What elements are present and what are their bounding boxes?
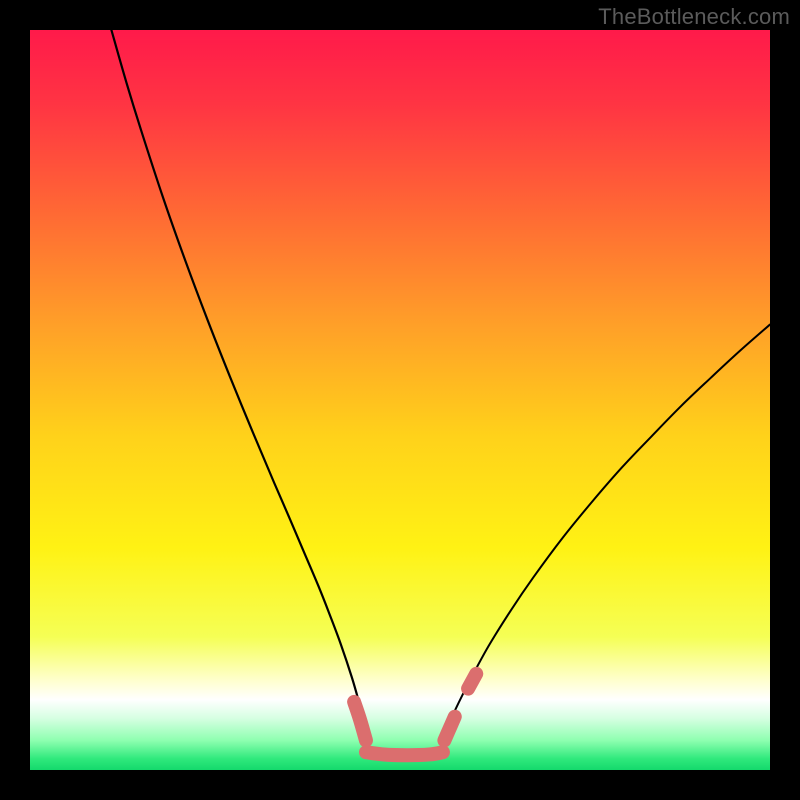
watermark-text: TheBottleneck.com bbox=[598, 4, 790, 30]
bottom-trace-seg-2 bbox=[444, 717, 454, 741]
curve-left bbox=[111, 30, 366, 732]
bottom-trace-seg-3 bbox=[468, 674, 476, 689]
curve-right bbox=[444, 325, 770, 735]
bottom-trace-seg-0 bbox=[354, 702, 366, 740]
plot-svg bbox=[30, 30, 770, 770]
chart-stage: TheBottleneck.com bbox=[0, 0, 800, 800]
bottom-trace-seg-1 bbox=[366, 752, 443, 755]
plot-area bbox=[30, 30, 770, 770]
